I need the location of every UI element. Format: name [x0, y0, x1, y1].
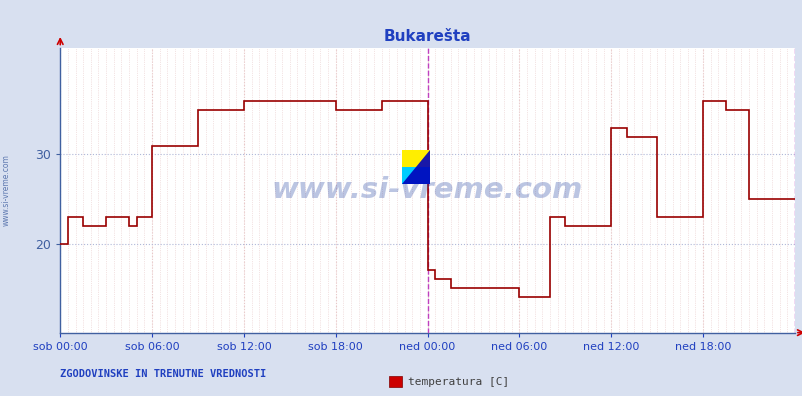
Text: ZGODOVINSKE IN TRENUTNE VREDNOSTI: ZGODOVINSKE IN TRENUTNE VREDNOSTI: [60, 369, 266, 379]
Polygon shape: [402, 167, 430, 185]
Text: www.si-vreme.com: www.si-vreme.com: [272, 176, 582, 204]
Text: www.si-vreme.com: www.si-vreme.com: [2, 154, 11, 226]
Polygon shape: [402, 150, 430, 167]
Polygon shape: [402, 150, 430, 185]
Text: temperatura [C]: temperatura [C]: [407, 377, 508, 387]
Title: Bukarešta: Bukarešta: [383, 29, 471, 44]
